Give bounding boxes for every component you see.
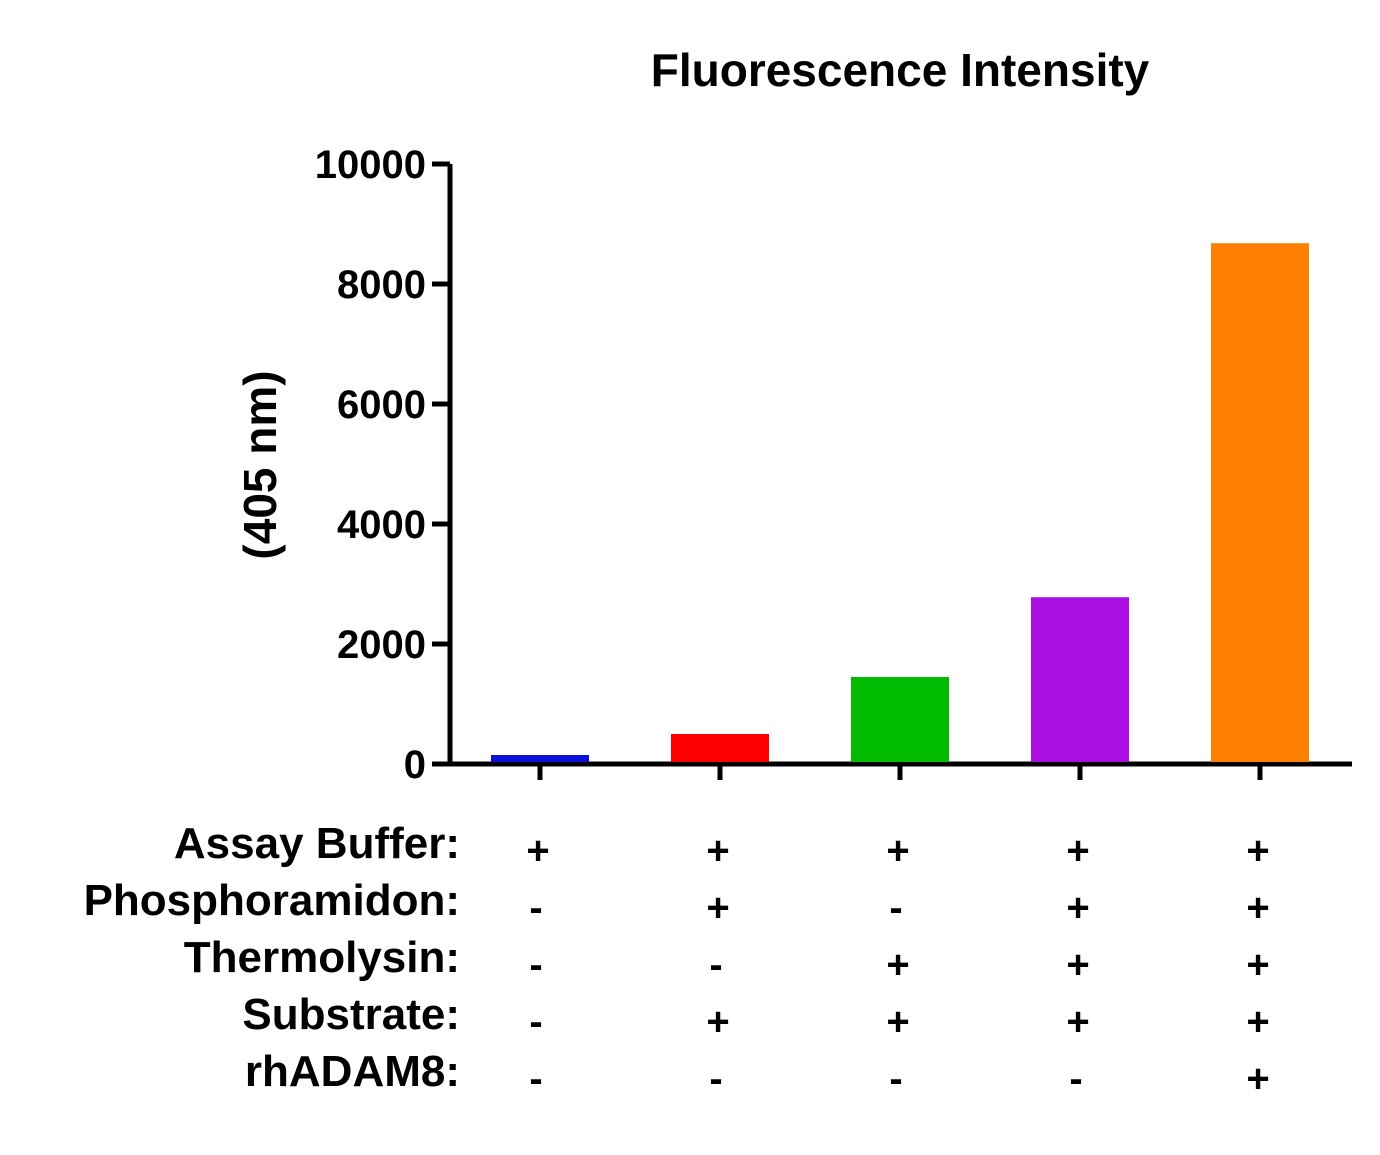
condition-sign: + [1246, 943, 1269, 987]
condition-label: rhADAM8: [245, 1047, 460, 1096]
bars [491, 243, 1309, 762]
bar [851, 677, 949, 762]
y-tick-label: 2000 [337, 623, 426, 667]
condition-sign: - [889, 1057, 902, 1101]
condition-label: Assay Buffer: [174, 819, 460, 868]
condition-sign: - [709, 1057, 722, 1101]
condition-sign: + [706, 886, 729, 930]
condition-sign: + [1066, 1000, 1089, 1044]
condition-sign: + [1246, 829, 1269, 873]
condition-sign: + [1246, 886, 1269, 930]
condition-sign: + [1066, 829, 1089, 873]
condition-sign: + [1066, 943, 1089, 987]
axes: 0 2000 4000 6000 8000 10000 [315, 143, 1352, 787]
condition-sign: + [886, 829, 909, 873]
condition-label: Substrate: [242, 990, 460, 1039]
condition-sign: + [886, 943, 909, 987]
condition-label: Phosphoramidon: [84, 876, 460, 925]
bar [1211, 243, 1309, 762]
y-tick-label: 6000 [337, 383, 426, 427]
condition-sign: - [529, 886, 542, 930]
y-tick-label: 10000 [315, 143, 426, 187]
y-tick-label: 4000 [337, 503, 426, 547]
y-tick-label: 8000 [337, 263, 426, 307]
bar [1031, 597, 1129, 762]
condition-sign: + [706, 829, 729, 873]
condition-sign: - [889, 886, 902, 930]
condition-sign: - [529, 943, 542, 987]
condition-sign: + [1066, 886, 1089, 930]
bar [671, 734, 769, 762]
condition-sign: + [886, 1000, 909, 1044]
y-tick-label: 0 [404, 743, 426, 787]
condition-sign: - [709, 943, 722, 987]
condition-label: Thermolysin: [184, 933, 460, 982]
condition-sign: - [529, 1057, 542, 1101]
condition-sign: + [1246, 1057, 1269, 1101]
condition-sign: + [526, 829, 549, 873]
y-axis-label: (405 nm) [234, 370, 286, 559]
condition-sign: + [706, 1000, 729, 1044]
condition-table: Assay Buffer: + + + + + Phosphoramidon: - + - + + Th… [84, 819, 1270, 1101]
condition-sign: - [1069, 1057, 1082, 1101]
condition-sign: + [1246, 1000, 1269, 1044]
condition-sign: - [529, 1000, 542, 1044]
chart-title: Fluorescence Intensity [651, 44, 1150, 96]
bar [491, 755, 589, 762]
